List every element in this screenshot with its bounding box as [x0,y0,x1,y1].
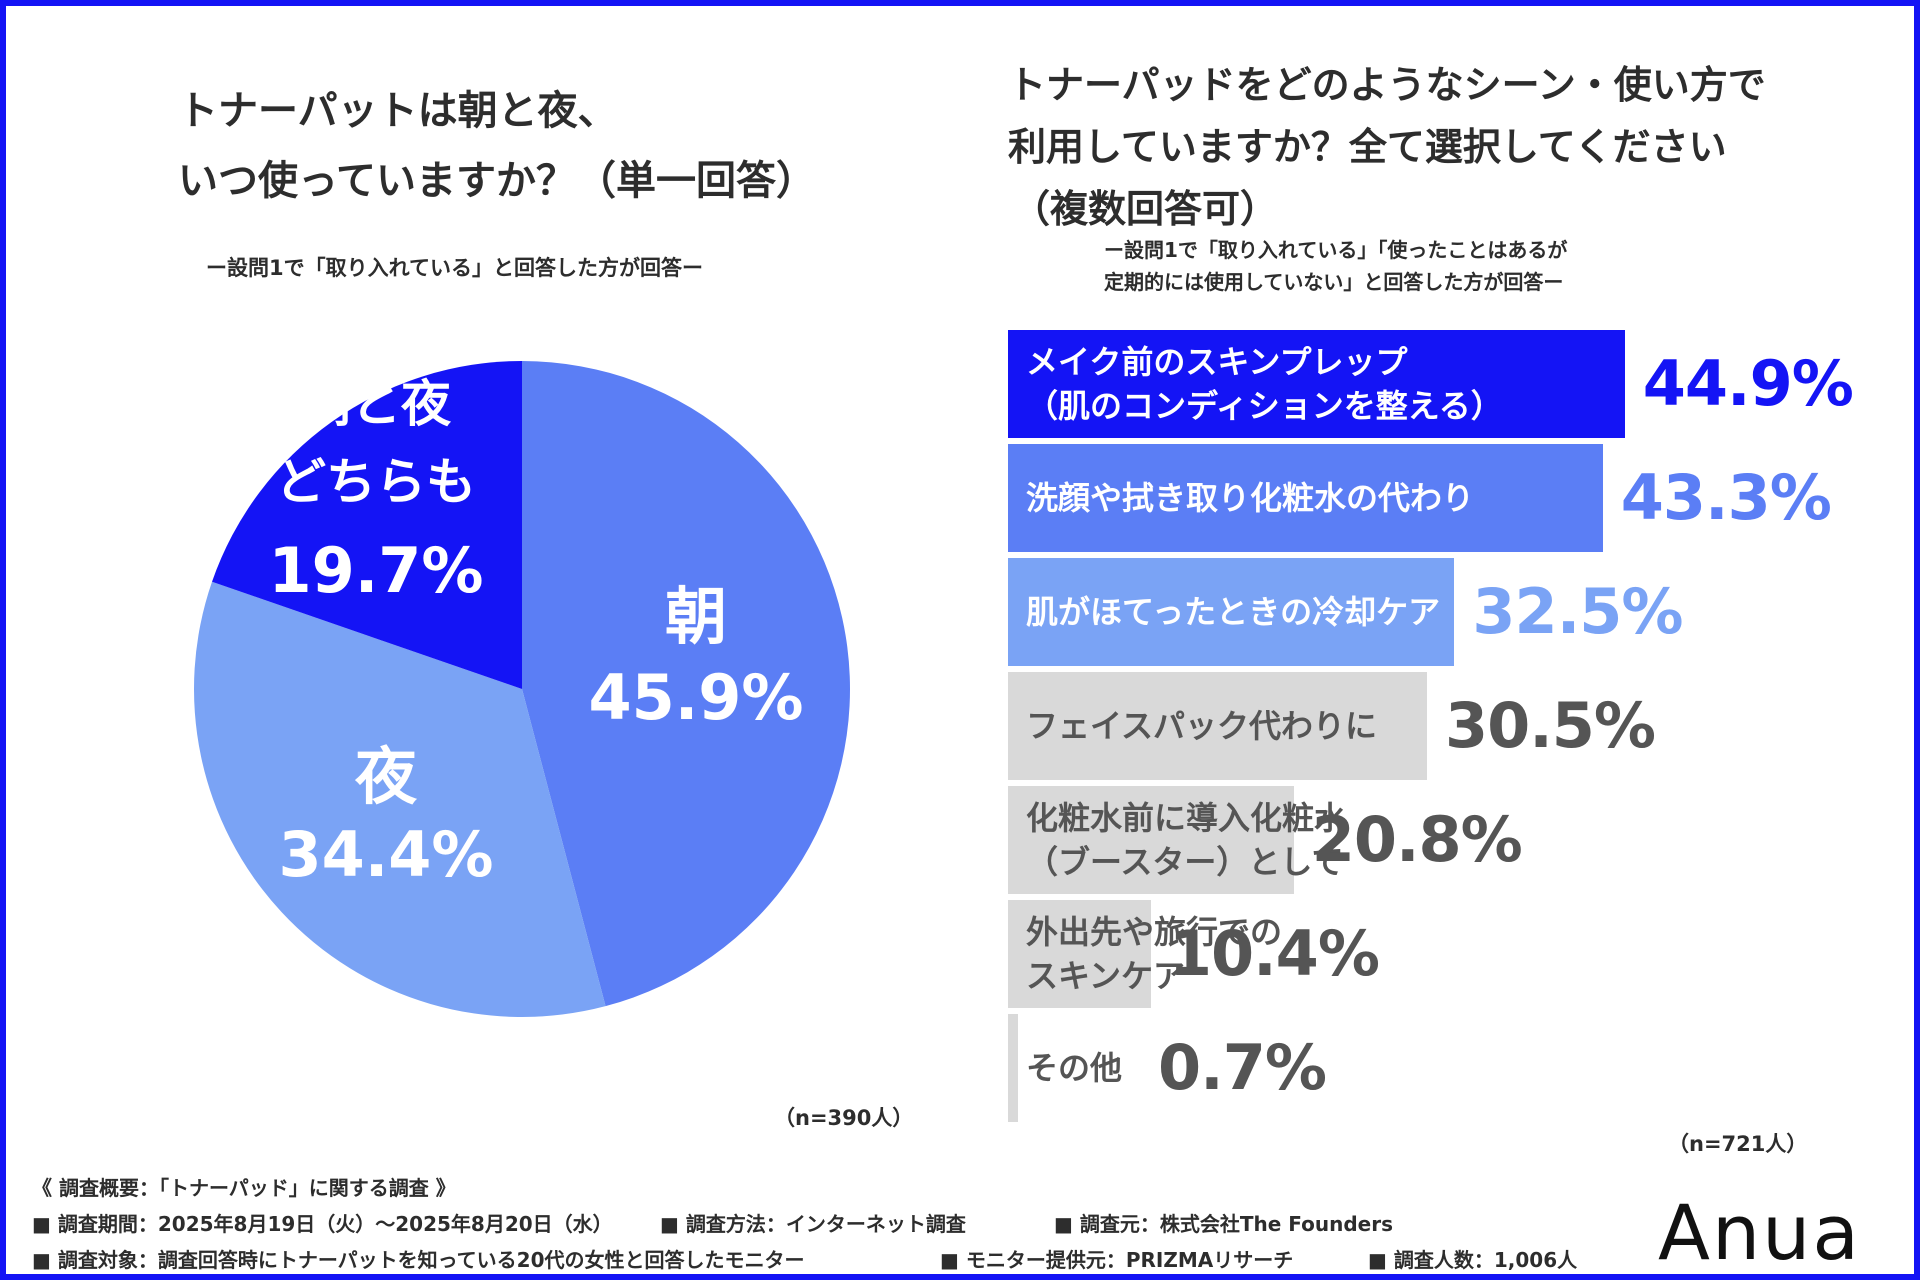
footer-org: ■ 調査元：株式会社The Founders [1054,1212,1393,1236]
bar-6 [1008,1014,1018,1122]
bar-label-1-line1: 洗顔や拭き取り化粧水の代わり [1026,479,1475,517]
bar-label-6-line1: その他 [1026,1049,1123,1087]
bar-label-0-line1: メイク前のスキンプレップ [1026,343,1408,381]
right-title-line1: トナーパッドをどのようなシーン・使い方で [1008,63,1766,107]
bar-label-4-line2: （ブースター）として [1026,843,1344,881]
pie-slice-morning [522,361,851,1007]
footer-summary: 《 調査概要：「トナーパッド」に関する調査 》 [32,1176,456,1200]
left-subtitle: ー設問1で「取り入れている」と回答した方が回答ー [206,256,703,280]
pie-label-night: 夜 [354,740,417,813]
bar-value-4: 20.8% [1311,803,1523,876]
bar-label-5-line2: スキンケア [1026,957,1186,995]
pie-slice-night [193,581,606,1017]
pie-value-morning: 45.9% [588,661,804,734]
pie-slice-both [212,360,522,689]
bar-3 [1008,672,1427,780]
pie-label-both-line1: 朝と夜 [301,375,451,433]
bar-label-2-line1: 肌がほてったときの冷却ケア [1026,593,1441,631]
left-title-line2: いつ使っていますか？（単一回答） [178,158,816,204]
pie-label-both-line2: どちらも [276,453,476,511]
footer-count: ■ 調査人数：1,006人 [1368,1248,1578,1272]
bar-label-5-line1: 外出先や旅行での [1026,913,1283,951]
bar-value-0: 44.9% [1642,347,1854,420]
pie-label-morning: 朝 [664,580,727,653]
pie-value-night: 34.4% [278,818,494,891]
pie-chart [193,360,851,1017]
right-sample-size: （n=721人） [1668,1132,1808,1156]
bar-4 [1008,786,1294,894]
right-title-line3: （複数回答可） [1012,187,1279,231]
bar-value-2: 32.5% [1472,575,1683,648]
footer-period: ■ 調査期間：2025年8月19日（火）〜2025年8月20日（水） [32,1212,613,1236]
left-sample-size: （n=390人） [774,1106,914,1130]
bar-value-1: 43.3% [1620,461,1832,534]
left-title-line1: トナーパットは朝と夜、 [178,88,618,134]
right-subtitle-line2: 定期的には使用していない」と回答した方が回答ー [1104,270,1564,294]
anua-logo: Anua [1658,1188,1861,1277]
bar-value-5: 10.4% [1168,917,1380,990]
bar-label-3-line1: フェイスパック代わりに [1026,707,1378,745]
bar-1 [1008,444,1603,552]
right-subtitle-line1: ー設問1で「取り入れている」「使ったことはあるが [1104,238,1568,262]
bar-5 [1008,900,1151,1008]
pie-value-both: 19.7% [268,534,484,607]
footer-target: ■ 調査対象：調査回答時にトナーパットを知っている20代の女性と回答したモニター [32,1248,805,1272]
right-title-line2: 利用していますか？全て選択してください [1008,125,1727,169]
bar-label-0-line2: （肌のコンディションを整える） [1026,387,1503,425]
bar-value-3: 30.5% [1444,689,1656,762]
bar-0 [1008,330,1625,438]
bar-value-6: 0.7% [1158,1031,1327,1104]
bar-label-4-line1: 化粧水前に導入化粧水 [1026,799,1347,837]
footer-method: ■ 調査方法：インターネット調査 [660,1212,966,1236]
bar-2 [1008,558,1455,666]
footer-provider: ■ モニター提供元：PRIZMAリサーチ [940,1248,1294,1272]
